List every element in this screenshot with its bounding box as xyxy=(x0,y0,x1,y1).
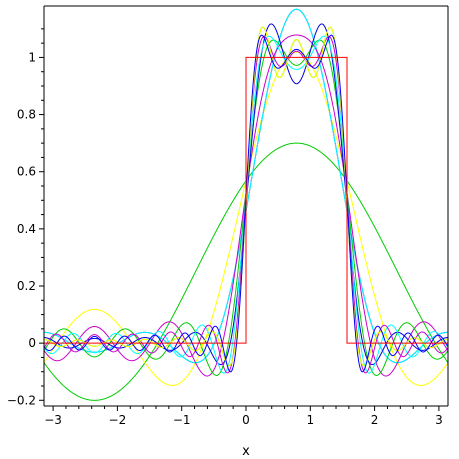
x-tick-label: −2 xyxy=(109,413,127,427)
y-tick-label: 0.8 xyxy=(17,108,36,122)
x-axis-label: x xyxy=(242,444,250,459)
step-function-line xyxy=(44,56,448,344)
x-tick-label: 3 xyxy=(435,413,443,427)
y-tick-label: 0.4 xyxy=(17,222,36,236)
y-tick-label: 0.2 xyxy=(17,279,36,293)
y-tick-label: 0.6 xyxy=(17,165,36,179)
x-axis-ticks: −3 −2 −1 0 1 2 3 xyxy=(44,406,443,427)
y-tick-label: 0 xyxy=(28,336,36,350)
x-tick-label: −3 xyxy=(44,413,62,427)
series-group xyxy=(44,8,448,401)
x-tick-label: 1 xyxy=(306,413,314,427)
y-tick-label: −0.2 xyxy=(7,393,36,407)
y-axis-ticks: −0.2 0 0.2 0.4 0.6 0.8 1 xyxy=(7,28,44,407)
x-tick-label: −1 xyxy=(173,413,191,427)
y-tick-label: 1 xyxy=(28,50,36,64)
x-tick-label: 0 xyxy=(242,413,250,427)
x-tick-label: 2 xyxy=(371,413,379,427)
